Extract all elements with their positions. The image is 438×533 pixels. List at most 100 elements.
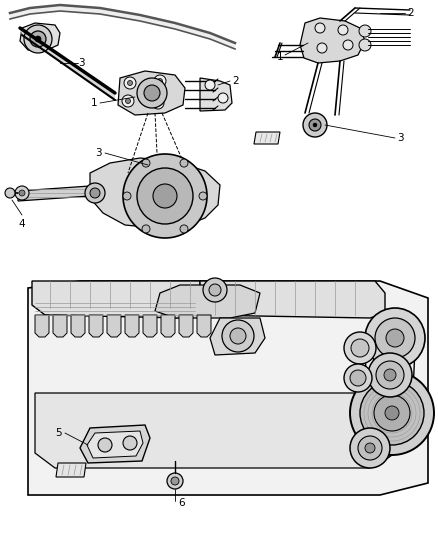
Circle shape [376, 361, 404, 389]
Circle shape [359, 25, 371, 37]
Polygon shape [32, 281, 200, 318]
Text: 2: 2 [232, 76, 239, 86]
Circle shape [30, 31, 46, 47]
Text: 6: 6 [178, 498, 185, 508]
Circle shape [199, 192, 207, 200]
Circle shape [359, 39, 371, 51]
Polygon shape [125, 315, 139, 337]
Circle shape [15, 186, 29, 200]
Polygon shape [197, 315, 211, 337]
Polygon shape [161, 315, 175, 337]
Polygon shape [56, 463, 86, 477]
Circle shape [209, 284, 221, 296]
Circle shape [350, 370, 366, 386]
Polygon shape [118, 71, 185, 115]
Circle shape [90, 188, 100, 198]
Circle shape [124, 77, 136, 89]
Circle shape [24, 25, 52, 53]
Circle shape [142, 225, 150, 233]
Circle shape [137, 168, 193, 224]
Circle shape [360, 381, 424, 445]
Polygon shape [35, 315, 49, 337]
Polygon shape [71, 315, 85, 337]
Circle shape [309, 119, 321, 131]
Polygon shape [89, 315, 103, 337]
Polygon shape [20, 23, 60, 51]
Circle shape [375, 318, 415, 358]
Circle shape [167, 473, 183, 489]
Circle shape [386, 329, 404, 347]
Circle shape [154, 75, 166, 87]
Text: 3: 3 [95, 148, 102, 158]
Circle shape [203, 278, 227, 302]
Polygon shape [28, 281, 428, 495]
Polygon shape [200, 78, 232, 111]
Text: 1: 1 [90, 98, 97, 108]
Circle shape [19, 190, 25, 196]
Polygon shape [90, 158, 220, 228]
Circle shape [385, 406, 399, 420]
Circle shape [303, 113, 327, 137]
Circle shape [126, 99, 131, 103]
Circle shape [152, 97, 164, 109]
Circle shape [350, 428, 390, 468]
Circle shape [137, 78, 167, 108]
Circle shape [365, 443, 375, 453]
Circle shape [317, 43, 327, 53]
Circle shape [142, 159, 150, 167]
Polygon shape [35, 393, 390, 468]
Circle shape [123, 154, 207, 238]
Circle shape [374, 395, 410, 431]
Polygon shape [20, 28, 115, 100]
Circle shape [230, 328, 246, 344]
Text: 3: 3 [397, 133, 404, 143]
Circle shape [368, 353, 412, 397]
Circle shape [122, 95, 134, 107]
Circle shape [144, 85, 160, 101]
Polygon shape [210, 318, 265, 355]
Circle shape [158, 78, 162, 84]
Circle shape [123, 192, 131, 200]
Circle shape [35, 36, 41, 42]
Circle shape [351, 339, 369, 357]
Circle shape [358, 436, 382, 460]
Circle shape [5, 188, 15, 198]
Circle shape [313, 123, 317, 127]
Polygon shape [155, 285, 260, 318]
Circle shape [315, 23, 325, 33]
Circle shape [338, 25, 348, 35]
Circle shape [123, 436, 137, 450]
Circle shape [153, 184, 177, 208]
Polygon shape [179, 315, 193, 337]
Circle shape [205, 80, 215, 90]
Text: 5: 5 [55, 428, 62, 438]
Circle shape [127, 80, 133, 85]
Polygon shape [300, 18, 365, 63]
Text: 2: 2 [407, 8, 413, 18]
Text: 4: 4 [19, 219, 25, 229]
Polygon shape [200, 281, 385, 318]
Circle shape [222, 320, 254, 352]
Polygon shape [80, 425, 150, 463]
Circle shape [350, 371, 434, 455]
Polygon shape [107, 315, 121, 337]
Text: 3: 3 [78, 58, 85, 68]
Polygon shape [87, 431, 143, 458]
Circle shape [171, 477, 179, 485]
Circle shape [180, 159, 188, 167]
Text: 1: 1 [276, 52, 283, 62]
Circle shape [384, 369, 396, 381]
Polygon shape [143, 315, 157, 337]
Circle shape [218, 93, 228, 103]
Polygon shape [53, 315, 67, 337]
Circle shape [180, 225, 188, 233]
Circle shape [98, 438, 112, 452]
Polygon shape [254, 132, 280, 144]
Circle shape [85, 183, 105, 203]
Circle shape [344, 332, 376, 364]
Circle shape [344, 364, 372, 392]
Polygon shape [18, 186, 90, 201]
Polygon shape [10, 5, 235, 49]
Circle shape [155, 101, 160, 106]
Circle shape [343, 40, 353, 50]
